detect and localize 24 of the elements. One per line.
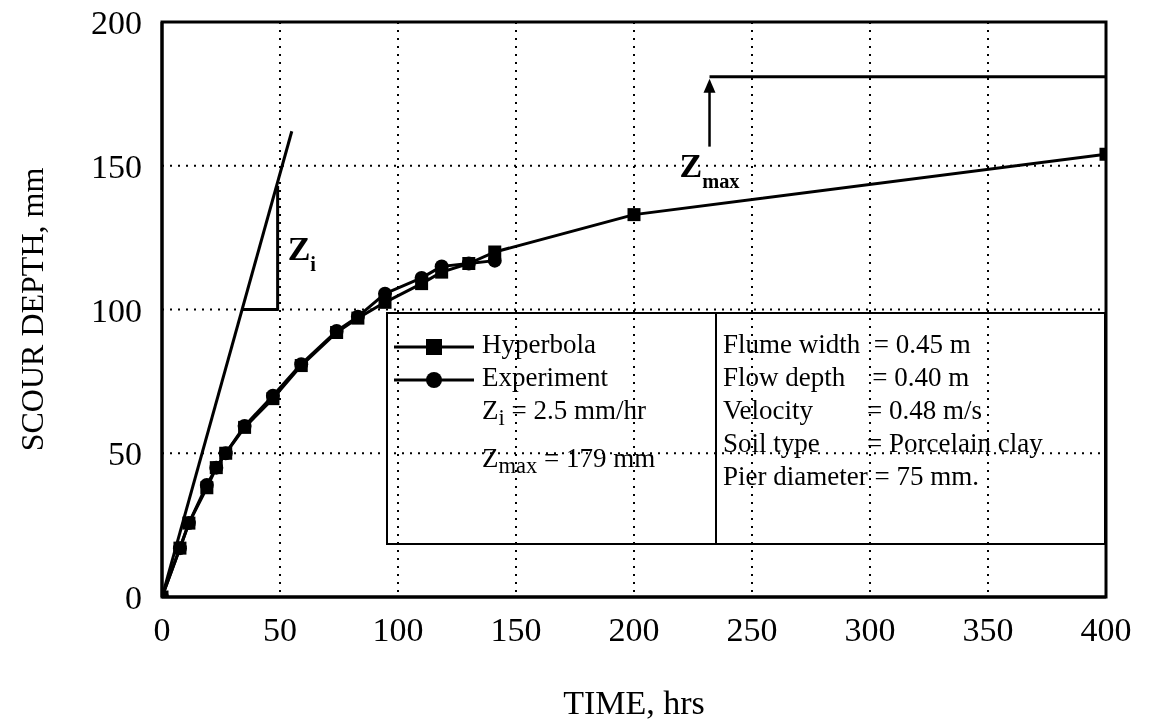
y-tick-label: 200	[91, 4, 142, 42]
x-tick-label: 150	[490, 611, 542, 649]
annotation: Pier diameter = 75 mm.	[723, 460, 980, 493]
x-tick-label: 200	[608, 611, 660, 649]
y-tick-label: 0	[125, 579, 142, 617]
annotation: Flume width = 0.45 m	[723, 328, 972, 361]
annotation: Z$_{i}$	[287, 229, 317, 275]
annotation: Flow depth = 0.40 m	[723, 361, 971, 394]
x-axis-title: TIME, hrs	[563, 684, 705, 721]
y-tick-label: 50	[108, 435, 142, 473]
legend-label: Hyperbola	[481, 328, 597, 361]
x-tick-label: 400	[1080, 611, 1132, 649]
x-tick-label: 100	[372, 611, 424, 649]
annotation: Z$_{max}$	[679, 146, 741, 192]
legend-label: Experiment	[481, 361, 609, 394]
y-tick-label: 100	[91, 291, 142, 329]
x-tick-label: 300	[844, 611, 896, 649]
x-tick-label: 50	[263, 611, 297, 649]
x-tick-label: 350	[962, 611, 1014, 649]
y-tick-label: 150	[91, 147, 142, 185]
x-tick-label: 0	[153, 611, 171, 649]
x-tick-label: 250	[726, 611, 778, 649]
y-axis-title: SCOUR DEPTH, mm	[14, 167, 51, 452]
annotation: Z$_{max}$ = 179 mm	[481, 442, 657, 481]
